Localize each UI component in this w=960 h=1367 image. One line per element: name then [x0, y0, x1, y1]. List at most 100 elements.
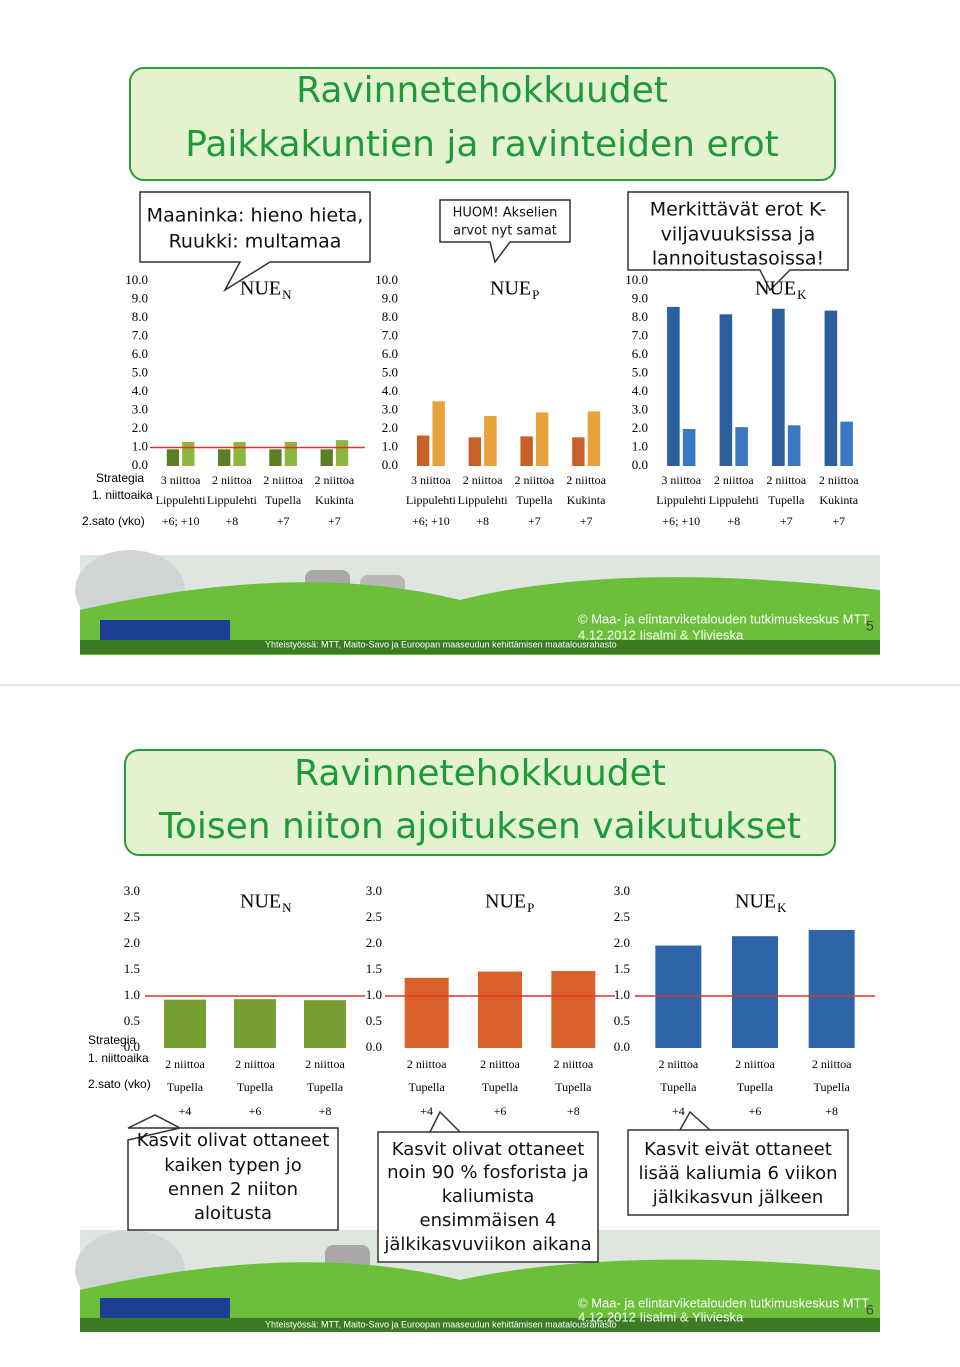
row-label: Strategia — [96, 471, 144, 485]
callout-text: Ruukki: multamaa — [169, 231, 342, 253]
x-tick-label: +6; +10 — [162, 514, 200, 528]
y-tick-label: 1.0 — [632, 438, 648, 453]
bar — [787, 425, 801, 466]
x-tick-label: +6; +10 — [662, 514, 700, 528]
y-tick-label: 2.5 — [614, 909, 630, 924]
bar — [164, 999, 206, 1048]
x-tick-label: 2 niittoa — [515, 473, 555, 487]
footer-strip — [80, 640, 880, 654]
eu-flag — [100, 1298, 230, 1320]
x-tick-label: Lippulehti — [458, 493, 509, 507]
row-label: 1. niittoaika — [88, 1051, 149, 1065]
bar — [404, 977, 449, 1048]
y-tick-label: 5.0 — [632, 364, 648, 379]
callout-text: lisää kaliumia 6 viikon — [638, 1163, 837, 1184]
x-tick-label: Tupella — [482, 1080, 519, 1094]
y-tick-label: 8.0 — [382, 309, 398, 324]
callout-text: ennen 2 niiton — [168, 1179, 298, 1200]
callout-text: HUOM! Akselien — [453, 206, 558, 221]
x-tick-label: +8 — [567, 1104, 580, 1118]
date-place: 4.12.2012 Iisalmi & Ylivieska — [578, 1309, 744, 1324]
bar — [320, 449, 333, 466]
x-tick-label: 2 niittoa — [566, 473, 606, 487]
y-tick-label: 10.0 — [375, 272, 398, 287]
x-tick-label: Lippulehti — [406, 493, 457, 507]
chart-title-sub: K — [777, 900, 787, 915]
y-tick-label: 0.0 — [614, 1039, 630, 1054]
partner-line: Yhteistyössä: MTT, Maito-Savo ja Euroopa… — [265, 639, 617, 649]
row-label: 1. niittoaika — [92, 488, 153, 502]
x-tick-label: 3 niittoa — [161, 473, 201, 487]
chart-title: NUE — [755, 278, 796, 300]
x-tick-label: +4 — [420, 1104, 433, 1118]
bar — [587, 411, 601, 466]
x-tick-label: Lippulehti — [656, 493, 707, 507]
bar — [468, 437, 482, 466]
x-tick-label: Tupella — [516, 493, 553, 507]
x-tick-label: Tupella — [768, 493, 805, 507]
x-tick-label: +7 — [277, 514, 290, 528]
callout-text: jälkikasvuviikon aikana — [383, 1234, 591, 1255]
bar — [667, 306, 680, 466]
callout-text: kaiken typen jo — [164, 1155, 301, 1176]
y-tick-label: 3.0 — [366, 883, 382, 898]
y-tick-label: 2.0 — [124, 935, 140, 950]
bar — [535, 412, 549, 466]
chart-title-sub: N — [282, 900, 292, 915]
bar — [551, 971, 596, 1048]
y-tick-label: 5.0 — [382, 364, 398, 379]
bar — [655, 945, 702, 1048]
x-tick-label: Tupella — [737, 1080, 774, 1094]
y-tick-label: 1.0 — [382, 438, 398, 453]
callout-text: kaliumista — [442, 1186, 535, 1207]
y-tick-label: 7.0 — [132, 327, 148, 342]
slide-2-background — [75, 1230, 880, 1332]
bar — [304, 1000, 346, 1048]
x-tick-label: Tupella — [814, 1080, 851, 1094]
y-tick-label: 4.0 — [632, 383, 648, 398]
partner-line: Yhteistyössä: MTT, Maito-Savo ja Euroopa… — [265, 1319, 617, 1329]
x-tick-label: +7 — [328, 514, 341, 528]
x-tick-label: Tupella — [237, 1080, 274, 1094]
y-tick-label: 2.0 — [132, 420, 148, 435]
y-tick-label: 1.5 — [124, 961, 140, 976]
x-tick-label: 2 niittoa — [263, 473, 303, 487]
y-tick-label: 1.0 — [124, 987, 140, 1002]
copyright: © Maa- ja elintarviketalouden tutkimuske… — [578, 611, 869, 626]
x-tick-label: +8 — [476, 514, 489, 528]
x-tick-label: Kukinta — [819, 493, 858, 507]
y-tick-label: 9.0 — [382, 290, 398, 305]
bar — [732, 936, 778, 1048]
date-place: 4.12.2012 Iisalmi & Ylivieska — [578, 627, 744, 642]
y-tick-label: 2.0 — [614, 935, 630, 950]
y-tick-label: 1.5 — [614, 961, 630, 976]
x-tick-label: Kukinta — [567, 493, 606, 507]
x-tick-label: 2 niittoa — [553, 1057, 593, 1071]
bar — [166, 449, 180, 466]
x-tick-label: Tupella — [167, 1080, 204, 1094]
bar — [234, 999, 276, 1048]
eu-flag — [100, 620, 230, 642]
y-tick-label: 8.0 — [632, 309, 648, 324]
callout-text: Kasvit eivät ottaneet — [644, 1139, 832, 1160]
chart-title: NUE — [490, 278, 531, 300]
grass — [80, 1259, 880, 1330]
bar — [335, 440, 349, 466]
x-tick-label: 2 niittoa — [714, 473, 754, 487]
bar — [824, 310, 838, 466]
x-tick-label: +8 — [825, 1104, 838, 1118]
x-tick-label: +6 — [494, 1104, 507, 1118]
y-tick-label: 3.0 — [382, 401, 398, 416]
x-tick-label: +8 — [727, 514, 740, 528]
y-tick-label: 1.0 — [132, 438, 148, 453]
x-tick-label: +7 — [832, 514, 845, 528]
title-box — [129, 67, 836, 181]
x-tick-label: +4 — [672, 1104, 685, 1118]
x-tick-label: +6; +10 — [412, 514, 450, 528]
y-tick-label: 4.0 — [382, 383, 398, 398]
y-tick-label: 3.0 — [132, 401, 148, 416]
chart-title: NUE — [240, 891, 281, 913]
x-tick-label: 2 niittoa — [165, 1057, 205, 1071]
x-tick-label: 2 niittoa — [463, 473, 503, 487]
x-tick-label: 2 niittoa — [812, 1057, 852, 1071]
